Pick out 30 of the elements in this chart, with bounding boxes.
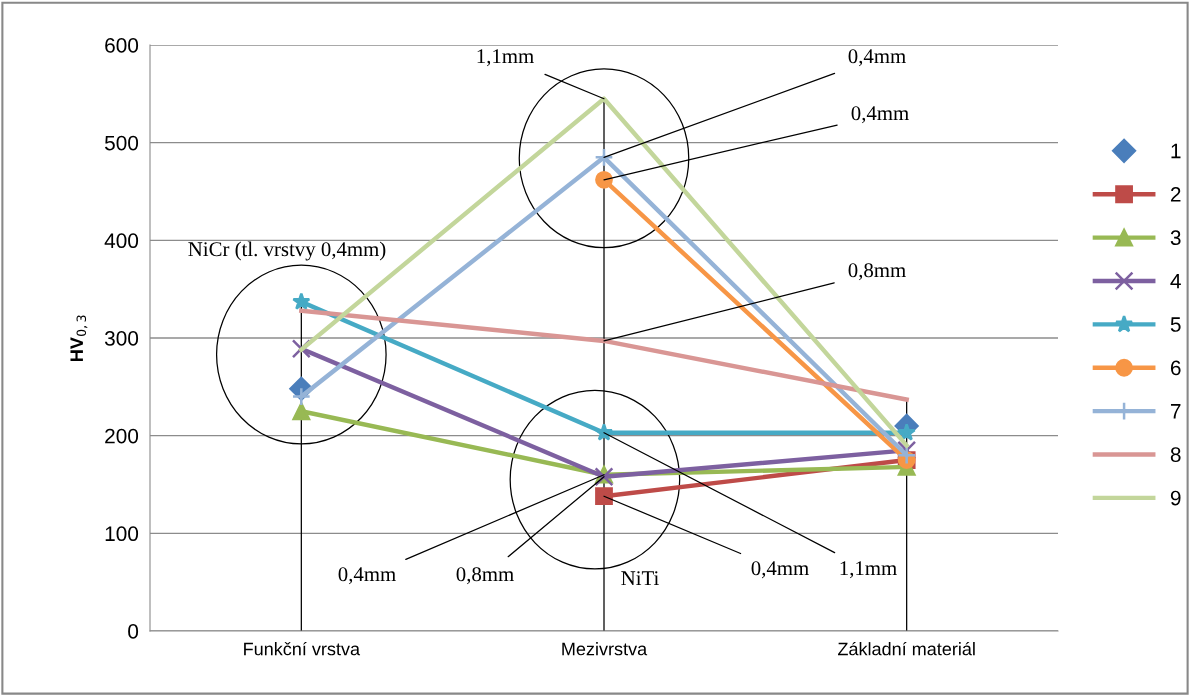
legend-label: 7 bbox=[1170, 404, 1181, 419]
y-tick-label: 0 bbox=[128, 624, 139, 639]
annotation: 0,4mm bbox=[338, 567, 396, 585]
legend-label: 3 bbox=[1170, 230, 1181, 246]
legend-label: 5 bbox=[1170, 317, 1181, 332]
annotation: 1,1mm bbox=[477, 49, 534, 67]
y-tick-label: 500 bbox=[104, 135, 139, 151]
legend-label: 8 bbox=[1170, 447, 1181, 463]
annotation: 0,4mm bbox=[848, 49, 906, 67]
y-tick-label: 100 bbox=[105, 526, 139, 542]
y-tick-label: 400 bbox=[104, 233, 139, 249]
legend-label: 6 bbox=[1170, 360, 1181, 376]
y-tick-label: 200 bbox=[105, 428, 139, 444]
legend-label: 1 bbox=[1171, 143, 1181, 159]
annotation: 0,8mm bbox=[456, 567, 514, 585]
legend-label: 4 bbox=[1170, 273, 1181, 289]
annotation: 1,1mm bbox=[840, 561, 897, 579]
annotation: 0,8mm bbox=[848, 263, 906, 281]
y-tick-label: 300 bbox=[104, 331, 139, 346]
annotation: NiTi bbox=[621, 571, 659, 586]
x-tick-label: Základní materiál bbox=[838, 641, 975, 656]
y-tick-label: 600 bbox=[105, 38, 139, 53]
annotation: NiCr (tl. vrstvy 0,4mm) bbox=[188, 241, 386, 261]
x-tick-label: Mezivrstva bbox=[562, 642, 648, 656]
y-axis-title: HV$_{0,3}$ bbox=[70, 315, 88, 361]
annotation: 0,4mm bbox=[751, 561, 809, 579]
legend-label: 9 bbox=[1170, 490, 1181, 506]
legend-label: 2 bbox=[1170, 186, 1181, 202]
annotation: 0,4mm bbox=[851, 106, 909, 124]
x-tick-label: Funkční vrstva bbox=[244, 641, 361, 656]
